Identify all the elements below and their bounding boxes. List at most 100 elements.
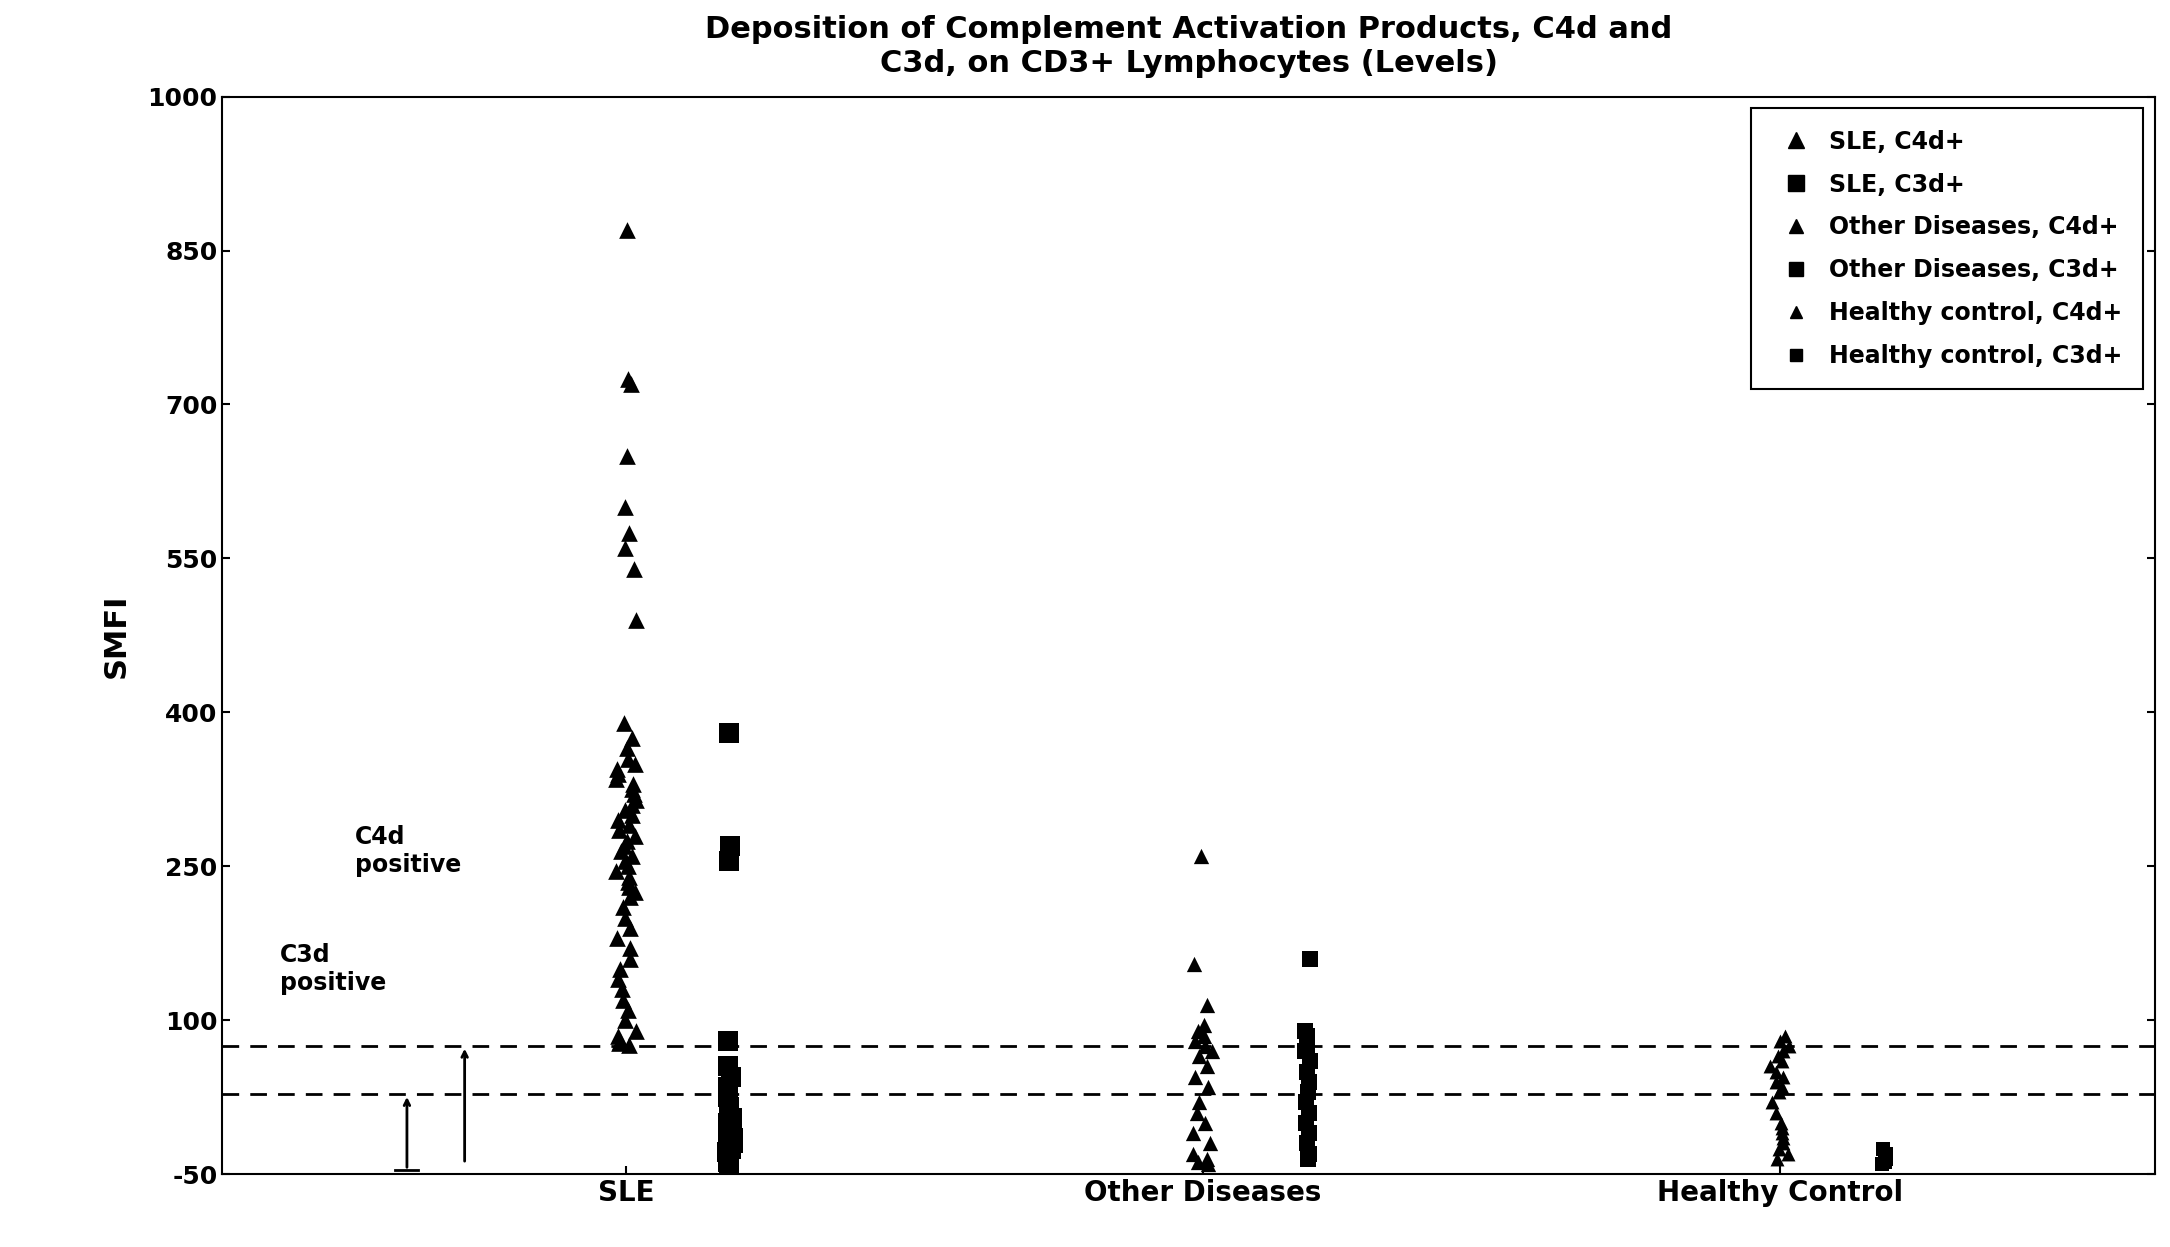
Point: [712, 1148, 746, 1168]
Point: [712, 835, 746, 855]
Point: [610, 219, 644, 239]
Point: [1185, 845, 1220, 865]
Point: [599, 769, 634, 789]
Point: [1176, 1143, 1211, 1163]
Point: [1289, 1036, 1324, 1056]
Point: [1864, 1153, 1899, 1173]
Point: [1764, 1077, 1799, 1097]
Point: [1866, 1139, 1901, 1158]
Point: [1766, 1026, 1801, 1046]
Point: [1176, 954, 1211, 974]
Point: [1758, 1102, 1792, 1122]
Point: [1760, 1148, 1795, 1168]
Point: [1764, 1119, 1799, 1139]
Point: [1753, 1056, 1788, 1076]
Point: [1764, 1124, 1799, 1143]
Point: [1291, 1102, 1326, 1122]
Point: [1291, 1082, 1326, 1102]
Point: [1180, 1152, 1215, 1172]
Point: [712, 1031, 746, 1051]
Point: [614, 779, 649, 799]
Point: [712, 852, 746, 872]
Point: [603, 1031, 638, 1051]
Point: [612, 939, 647, 959]
Point: [1289, 1134, 1324, 1153]
Point: [1762, 1082, 1797, 1102]
Point: [714, 1139, 749, 1158]
Point: [599, 759, 634, 779]
Point: [608, 498, 642, 518]
Point: [608, 908, 642, 928]
Point: [618, 882, 653, 902]
Point: [1762, 1046, 1797, 1066]
Point: [1291, 1051, 1326, 1071]
Point: [603, 840, 638, 860]
Point: [618, 753, 653, 773]
Point: [1291, 1072, 1326, 1092]
Point: [612, 867, 647, 887]
Point: [710, 1152, 744, 1172]
Point: [612, 1035, 647, 1055]
Point: [614, 728, 649, 748]
Point: [1289, 1020, 1324, 1040]
Point: [610, 748, 644, 768]
Point: [610, 738, 644, 758]
Point: [601, 1033, 636, 1052]
Point: [605, 979, 640, 999]
Point: [712, 723, 746, 743]
Point: [1187, 1026, 1222, 1046]
Point: [618, 1020, 653, 1040]
Point: [614, 794, 649, 814]
Point: [1766, 1129, 1801, 1148]
Point: [605, 712, 640, 732]
Point: [1764, 1112, 1799, 1132]
Point: [1289, 1041, 1324, 1061]
Point: [610, 857, 644, 877]
Point: [1189, 1148, 1224, 1168]
Point: [1289, 1026, 1324, 1046]
Point: [608, 852, 642, 872]
Point: [1868, 1143, 1903, 1163]
Point: [601, 821, 636, 840]
Point: [1758, 1072, 1792, 1092]
Point: [1764, 1051, 1799, 1071]
Point: [608, 799, 642, 819]
Point: [608, 539, 642, 559]
Point: [710, 1056, 744, 1076]
Point: [716, 1129, 751, 1148]
Point: [605, 898, 640, 918]
Point: [712, 1087, 746, 1107]
Point: [614, 845, 649, 865]
Point: [1194, 1134, 1228, 1153]
Point: [712, 1143, 746, 1163]
Point: [612, 918, 647, 938]
Point: [1289, 1061, 1324, 1081]
Point: [1293, 949, 1328, 969]
Point: [712, 1153, 746, 1173]
Point: [712, 1131, 746, 1151]
Point: [1762, 1031, 1797, 1051]
Point: [1291, 1148, 1326, 1168]
Text: C3d
positive: C3d positive: [280, 943, 386, 995]
Point: [1180, 1092, 1215, 1112]
Point: [616, 784, 651, 804]
Point: [618, 610, 653, 630]
Point: [603, 959, 638, 979]
Point: [601, 764, 636, 784]
Point: [710, 1142, 744, 1162]
Point: [1178, 1066, 1213, 1086]
Point: [616, 559, 651, 579]
Text: C4d
positive: C4d positive: [356, 826, 462, 877]
Point: [1756, 1092, 1790, 1112]
Point: [612, 877, 647, 897]
Point: [612, 816, 647, 835]
Point: [1291, 1124, 1326, 1143]
Point: [610, 1000, 644, 1020]
Point: [714, 1119, 749, 1139]
Point: [605, 990, 640, 1010]
Point: [599, 928, 634, 948]
Point: [614, 806, 649, 826]
Point: [618, 826, 653, 845]
Point: [1183, 1046, 1217, 1066]
Point: [1189, 1077, 1224, 1097]
